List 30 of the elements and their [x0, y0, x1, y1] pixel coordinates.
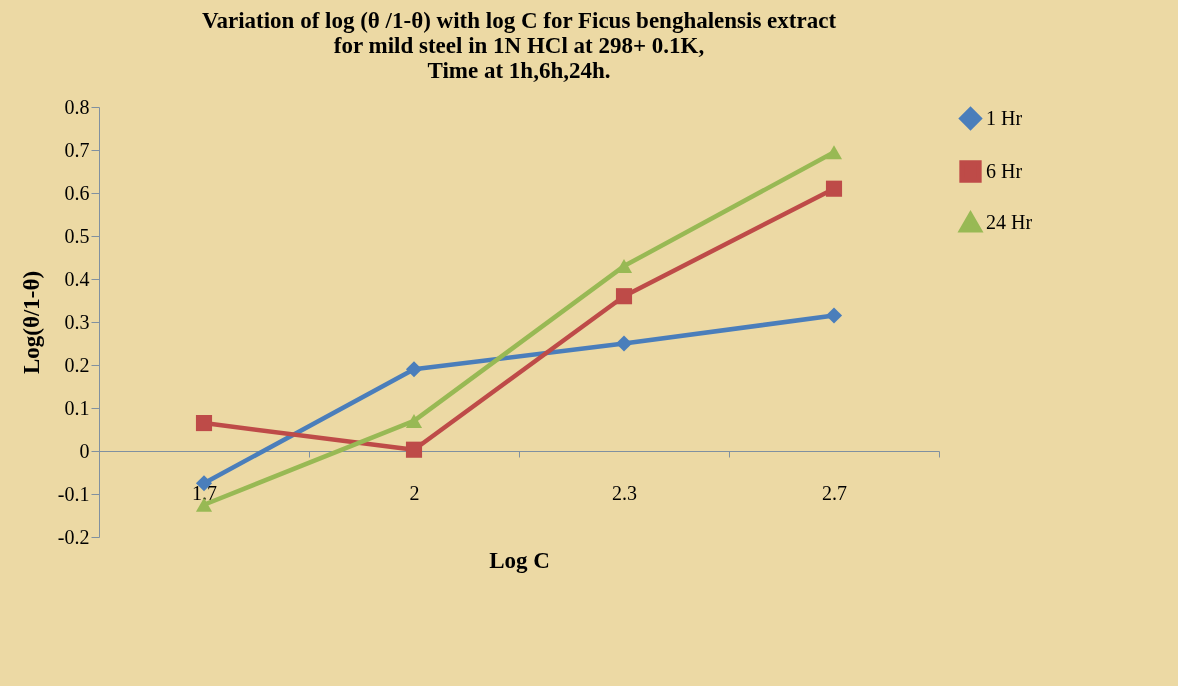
y-tick-label: 0.3	[64, 310, 90, 333]
y-tick-label: 0	[79, 439, 90, 462]
x-axis-title: Log C	[489, 547, 550, 573]
legend-label: 24 Hr	[986, 210, 1033, 233]
y-tick-label: -0.2	[57, 525, 90, 548]
point	[825, 307, 843, 324]
chart-title: Variation of log (θ /1-θ) with log C for Ficus benghalensis extract for mild steel in 1N HCl at 298+ 0.1K, Time at 1h,6h,24h.	[201, 8, 837, 83]
point	[405, 441, 423, 458]
y-tick-label: 0.5	[64, 224, 90, 247]
x-tick-label: 2.3	[612, 481, 637, 504]
y-tick-label: 0.4	[64, 267, 90, 290]
x-tick-label: 1.7	[192, 481, 217, 504]
point	[615, 335, 633, 352]
y-tick-label: 0.1	[64, 396, 90, 419]
point	[615, 288, 633, 305]
y-tick-label: 0.2	[64, 353, 90, 376]
y-tick-label: 0.8	[64, 95, 90, 118]
legend-label: 6 Hr	[986, 159, 1023, 182]
point	[195, 414, 213, 432]
y-tick-label: 0.6	[64, 181, 90, 204]
x-tick-label: 2.7	[822, 481, 847, 504]
y-axis-title: Log(θ/1-θ)	[18, 270, 44, 375]
x-tick-label: 2	[409, 481, 420, 504]
point	[825, 145, 843, 160]
point	[405, 361, 423, 378]
point	[405, 413, 423, 428]
y-tick-label: -0.1	[57, 482, 90, 505]
y-tick-label: 0.7	[64, 138, 90, 161]
point	[825, 180, 843, 197]
legend-label: 1 Hr	[986, 106, 1023, 129]
